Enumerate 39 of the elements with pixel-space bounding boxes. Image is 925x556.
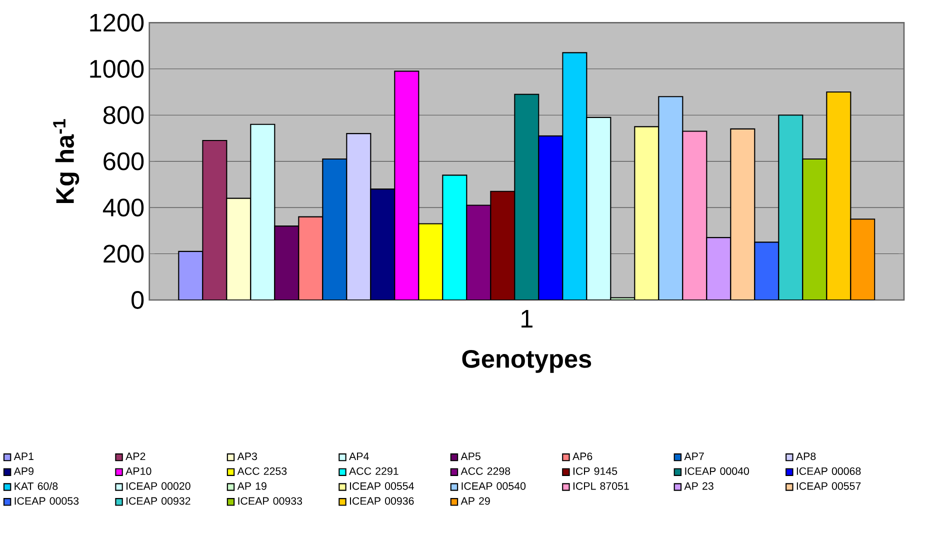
legend-label: KAT 60/8	[14, 482, 58, 490]
legend-label: ICP 9145	[573, 467, 618, 475]
legend-label: AP 29	[460, 497, 490, 505]
legend-label: ICEAP 00540	[462, 482, 526, 490]
legend-label: ACC 2298	[460, 467, 510, 475]
x-tick-label: 1	[522, 310, 532, 328]
legend-label: AP8	[796, 452, 816, 460]
legend-label: ICEAP 00040	[685, 467, 750, 475]
legend-label: AP9	[14, 467, 34, 475]
y-tick-label: 1200	[90, 14, 144, 32]
legend-label: AP5	[460, 452, 480, 460]
legend-label: ICEAP 00933	[238, 497, 302, 505]
legend-label: ICEAP 00068	[796, 467, 861, 475]
legend-label: ICEAP 00557	[796, 482, 861, 490]
legend-label: ICEAP 00053	[14, 497, 79, 505]
legend-label: ICEAP 00554	[350, 482, 414, 490]
legend-label: AP4	[349, 452, 369, 460]
legend-label: ICEAP 00932	[126, 497, 190, 505]
y-tick-label: 0	[132, 291, 144, 309]
x-axis-title: Genotypes	[462, 350, 592, 373]
legend-label: ICEAP 00020	[126, 482, 190, 490]
legend-label: ICEAP 00936	[350, 497, 414, 505]
y-tick-label: 600	[104, 152, 144, 170]
legend-label: ICPL 87051	[573, 482, 629, 490]
y-tick-label: 800	[103, 106, 144, 124]
y-tick-label: 400	[102, 198, 144, 217]
legend-label: AP1	[14, 452, 34, 460]
legend-label: AP 19	[237, 482, 266, 490]
legend-label: ACC 2253	[237, 467, 287, 475]
legend-label: AP7	[684, 452, 704, 460]
y-axis-title: Kg ha$^{-1}$	[53, 119, 80, 204]
legend-label: AP6	[572, 452, 592, 460]
legend-label: AP3	[237, 452, 257, 460]
legend-label: AP2	[126, 452, 146, 460]
y-tick-label: 200	[104, 244, 144, 263]
legend-label: ACC 2291	[349, 467, 398, 475]
legend-label: AP10	[126, 467, 152, 475]
legend-label: AP 23	[684, 482, 714, 490]
y-tick-label: 1000	[90, 60, 144, 78]
